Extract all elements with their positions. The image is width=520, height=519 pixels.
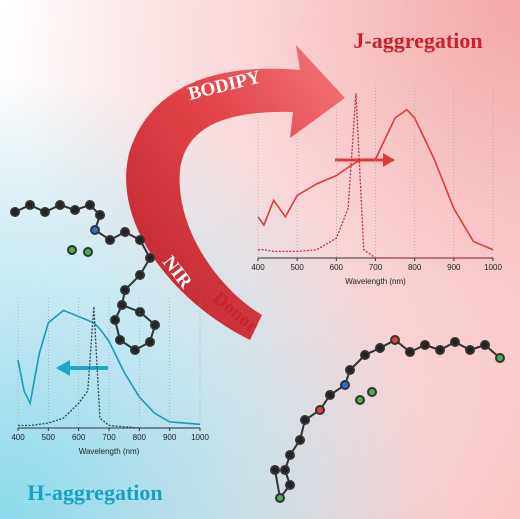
- x-tick-label: 400: [11, 433, 25, 442]
- x-axis-label: Wavelength (nm): [345, 277, 406, 286]
- x-tick-label: 700: [102, 433, 116, 442]
- x-tick-label: 700: [369, 263, 383, 272]
- x-tick-label: 1000: [191, 433, 209, 442]
- molecule: [10, 200, 160, 355]
- x-tick-label: 800: [408, 263, 422, 272]
- x-tick-label: 1000: [484, 263, 502, 272]
- spectrum-line: [17, 309, 201, 426]
- molecule: [270, 335, 505, 503]
- shift-arrow: [56, 360, 108, 376]
- shift-arrow: [335, 153, 395, 167]
- spectrum-line: [257, 108, 494, 251]
- x-tick-label: 400: [251, 263, 265, 272]
- x-tick-label: 500: [42, 433, 56, 442]
- x-axis-label: Wavelength (nm): [79, 447, 140, 456]
- x-tick-label: 600: [330, 263, 344, 272]
- x-tick-label: 800: [133, 433, 147, 442]
- title: J-aggregation: [353, 28, 482, 53]
- title: H-aggregation: [27, 480, 162, 505]
- x-tick-label: 600: [72, 433, 86, 442]
- x-tick-label: 500: [290, 263, 304, 272]
- curved-arrow: [126, 45, 346, 340]
- x-tick-label: 900: [163, 433, 177, 442]
- spectrum-line: [18, 306, 200, 429]
- spectrum-line: [258, 93, 493, 259]
- x-tick-label: 900: [447, 263, 461, 272]
